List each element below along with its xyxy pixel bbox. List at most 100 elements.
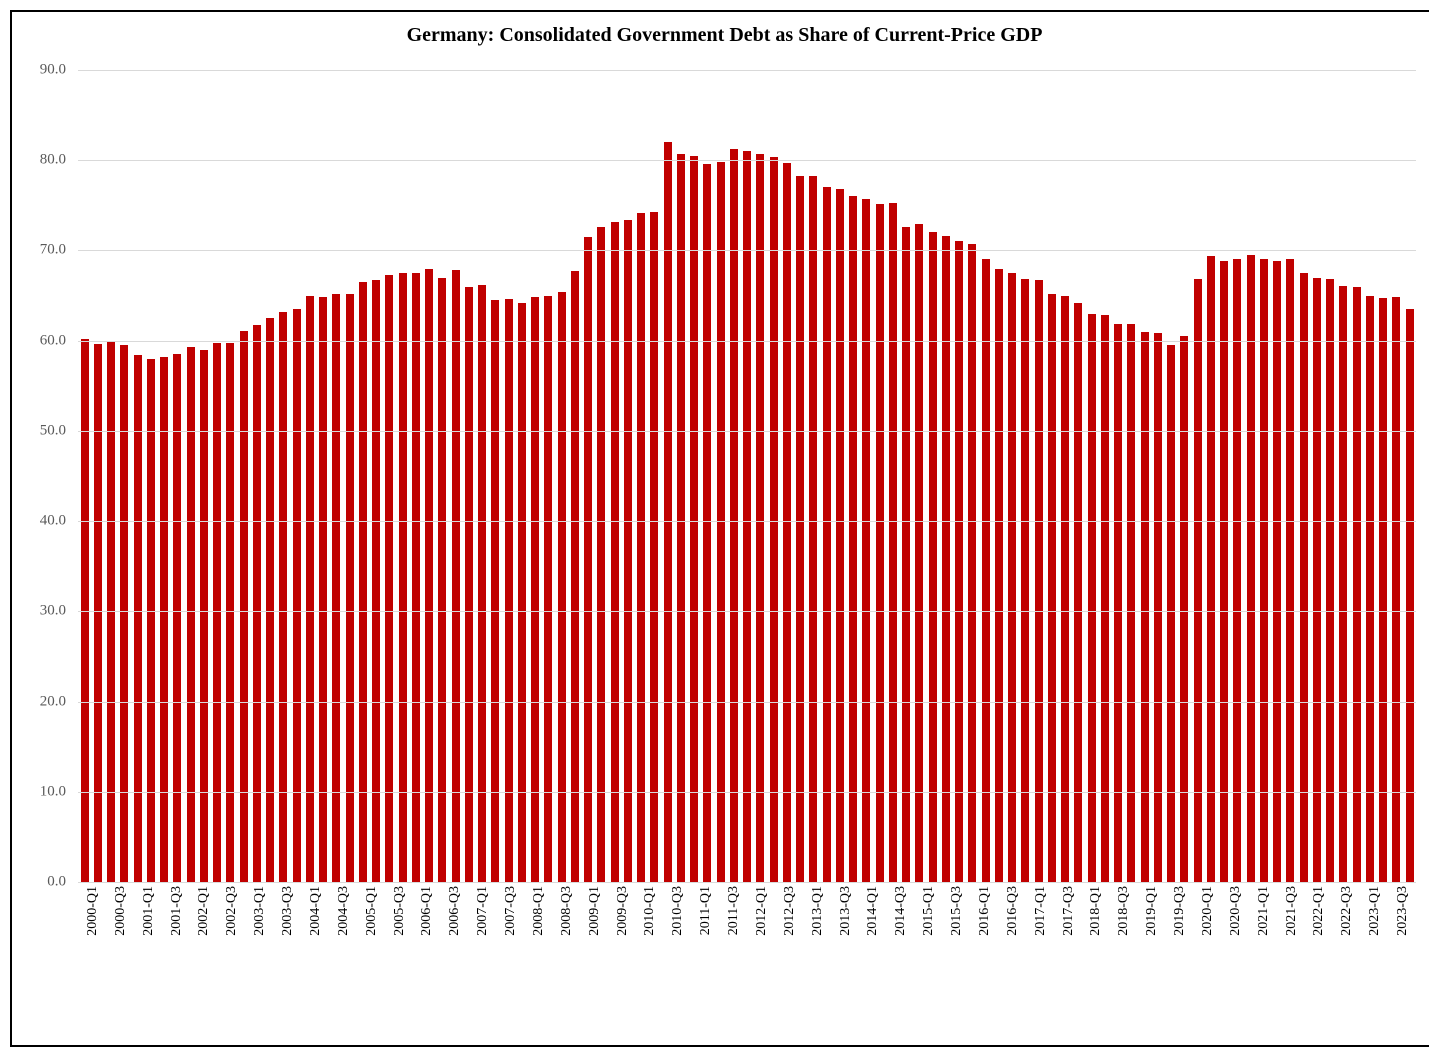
bar-slot bbox=[847, 70, 860, 882]
x-label-slot: 2013-Q3 bbox=[831, 882, 845, 883]
bar bbox=[809, 176, 817, 882]
bar bbox=[134, 355, 142, 882]
bar-slot bbox=[833, 70, 846, 882]
bar bbox=[1406, 309, 1414, 882]
bar-slot bbox=[1363, 70, 1376, 882]
bar-slot bbox=[1098, 70, 1111, 882]
bar bbox=[1379, 298, 1387, 882]
bar bbox=[1273, 261, 1281, 882]
bar bbox=[544, 296, 552, 882]
x-tick-label: 2021-Q1 bbox=[1256, 886, 1272, 936]
bar bbox=[452, 270, 460, 882]
x-label-slot: 2021-Q3 bbox=[1277, 882, 1291, 883]
bar bbox=[425, 269, 433, 882]
x-label-slot: 2015-Q3 bbox=[942, 882, 956, 883]
bar bbox=[1008, 273, 1016, 882]
bar-slot bbox=[303, 70, 316, 882]
x-label-slot bbox=[538, 882, 552, 883]
bar-slot bbox=[489, 70, 502, 882]
bar-slot bbox=[674, 70, 687, 882]
bar bbox=[120, 345, 128, 882]
bar-slot bbox=[635, 70, 648, 882]
x-label-slot bbox=[1291, 882, 1305, 883]
x-label-slot bbox=[761, 882, 775, 883]
bar-slot bbox=[648, 70, 661, 882]
bar-slot bbox=[1244, 70, 1257, 882]
bar bbox=[571, 271, 579, 882]
bar-slot bbox=[515, 70, 528, 882]
x-label-slot bbox=[1346, 882, 1360, 883]
x-label-slot: 2010-Q1 bbox=[636, 882, 650, 883]
x-label-slot bbox=[845, 882, 859, 883]
y-tick-label: 80.0 bbox=[12, 152, 66, 169]
x-tick-label: 2010-Q3 bbox=[670, 886, 686, 936]
x-tick-label: 2000-Q1 bbox=[85, 886, 101, 936]
plot-area bbox=[78, 70, 1416, 882]
bar bbox=[1127, 324, 1135, 882]
bar-slot bbox=[886, 70, 899, 882]
x-tick-label: 2002-Q1 bbox=[196, 886, 212, 936]
bar-slot bbox=[688, 70, 701, 882]
x-tick-label: 2010-Q1 bbox=[642, 886, 658, 936]
x-label-slot bbox=[677, 882, 691, 883]
bar bbox=[876, 204, 884, 882]
bar-slot bbox=[476, 70, 489, 882]
bar bbox=[518, 303, 526, 882]
x-label-slot bbox=[120, 882, 134, 883]
x-label-slot: 2003-Q3 bbox=[273, 882, 287, 883]
bar-slot bbox=[820, 70, 833, 882]
bar-slot bbox=[78, 70, 91, 882]
bar bbox=[1141, 332, 1149, 882]
x-label-slot bbox=[1151, 882, 1165, 883]
x-label-slot: 2002-Q1 bbox=[190, 882, 204, 883]
x-label-slot bbox=[566, 882, 580, 883]
x-label-slot: 2012-Q3 bbox=[775, 882, 789, 883]
bar-slot bbox=[608, 70, 621, 882]
x-tick-label: 2022-Q1 bbox=[1311, 886, 1327, 936]
bar-slot bbox=[409, 70, 422, 882]
bar bbox=[677, 154, 685, 882]
bar-slot bbox=[502, 70, 515, 882]
bar bbox=[253, 325, 261, 882]
x-label-slot: 2013-Q1 bbox=[803, 882, 817, 883]
gridline bbox=[78, 521, 1416, 522]
bar-slot bbox=[1337, 70, 1350, 882]
x-label-slot bbox=[176, 882, 190, 883]
bar bbox=[279, 312, 287, 882]
x-label-slot bbox=[1179, 882, 1193, 883]
x-tick-label: 2023-Q3 bbox=[1395, 886, 1411, 936]
bar-slot bbox=[727, 70, 740, 882]
bar-slot bbox=[250, 70, 263, 882]
bar bbox=[1260, 259, 1268, 882]
x-label-slot: 2001-Q1 bbox=[134, 882, 148, 883]
x-label-slot bbox=[984, 882, 998, 883]
bar-slot bbox=[1032, 70, 1045, 882]
bar-slot bbox=[900, 70, 913, 882]
x-label-slot bbox=[92, 882, 106, 883]
gridline bbox=[78, 611, 1416, 612]
x-tick-label: 2009-Q3 bbox=[615, 886, 631, 936]
x-label-slot bbox=[1012, 882, 1026, 883]
bar-slot bbox=[953, 70, 966, 882]
bar bbox=[889, 203, 897, 882]
bar bbox=[240, 331, 248, 882]
bar-slot bbox=[118, 70, 131, 882]
bar bbox=[94, 344, 102, 882]
bar-slot bbox=[582, 70, 595, 882]
x-label-slot: 2015-Q1 bbox=[914, 882, 928, 883]
y-tick-label: 40.0 bbox=[12, 513, 66, 530]
bar-slot bbox=[370, 70, 383, 882]
bar bbox=[491, 300, 499, 882]
x-label-slot: 2001-Q3 bbox=[162, 882, 176, 883]
x-label-slot: 2014-Q1 bbox=[859, 882, 873, 883]
bar-slot bbox=[767, 70, 780, 882]
x-label-slot bbox=[705, 882, 719, 883]
x-label-slot: 2018-Q3 bbox=[1109, 882, 1123, 883]
bar bbox=[929, 232, 937, 882]
x-label-slot: 2011-Q3 bbox=[719, 882, 733, 883]
x-label-slot: 2003-Q1 bbox=[245, 882, 259, 883]
x-label-slot bbox=[733, 882, 747, 883]
bar bbox=[1088, 314, 1096, 882]
bar bbox=[147, 359, 155, 882]
bar bbox=[1233, 259, 1241, 882]
